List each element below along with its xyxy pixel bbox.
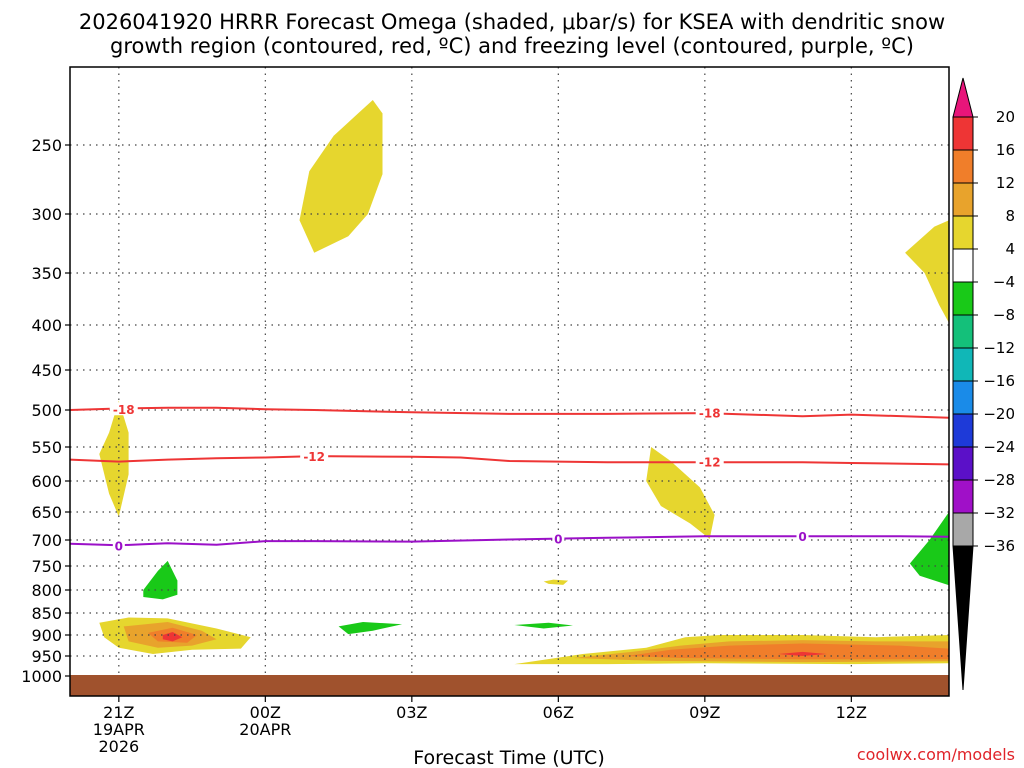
omega-shade-pos-12 bbox=[778, 651, 827, 656]
colorbar-top-arrow bbox=[952, 77, 974, 118]
x-axis-label: Forecast Time (UTC) bbox=[413, 747, 604, 768]
plot-area: -18 -18 -12 -12 0 0 0 bbox=[70, 67, 949, 696]
y-tick-label: 700 bbox=[31, 531, 62, 550]
x-tick-label: 19APR bbox=[93, 720, 145, 739]
omega-shade-pos-8 bbox=[162, 632, 183, 642]
y-tick-label: 550 bbox=[31, 438, 62, 457]
contour-label-bg bbox=[695, 454, 724, 468]
colorbar-label: 4 bbox=[1005, 240, 1015, 258]
contour-label: -18 bbox=[113, 403, 135, 417]
colorbar-label: −16 bbox=[983, 372, 1015, 390]
colorbar-segment--24 bbox=[952, 446, 974, 481]
contour-label-bg bbox=[109, 402, 138, 416]
colorbar-segment--4 bbox=[952, 281, 974, 316]
axes: 250 300 350 400 450 500 550 600 650 700 750 800 850 9… bbox=[21, 66, 950, 756]
contour-line-1 bbox=[70, 455, 949, 466]
colorbar-bottom-arrow bbox=[952, 545, 974, 691]
credit-link[interactable]: coolwx.com/models bbox=[857, 745, 1015, 764]
colorbar-segment-20 bbox=[952, 116, 974, 151]
y-tick-label: 800 bbox=[31, 581, 62, 600]
contour-label-bg bbox=[300, 449, 329, 463]
x-tick-label: 12Z bbox=[836, 703, 867, 722]
y-tick-label: 950 bbox=[31, 647, 62, 666]
omega-shade-neg-13 bbox=[143, 560, 178, 600]
omega-shade-neg-16 bbox=[909, 512, 949, 586]
plot-content: -18 -18 -12 -12 0 0 0 bbox=[70, 67, 949, 696]
colorbar-segment-16 bbox=[952, 149, 974, 184]
colorbar-label: −32 bbox=[983, 504, 1015, 522]
x-tick-label: 21Z bbox=[103, 703, 134, 722]
colorbar-label: 16 bbox=[996, 141, 1015, 159]
contour-line-0 bbox=[70, 406, 949, 419]
y-tick-label: 900 bbox=[31, 626, 62, 645]
colorbar-segment--12 bbox=[952, 347, 974, 382]
x-tick-label: 09Z bbox=[689, 703, 720, 722]
colorbar-label: −8 bbox=[993, 306, 1015, 324]
contour-label: 0 bbox=[554, 532, 562, 546]
x-tick-label: 00Z bbox=[250, 703, 281, 722]
contour-label-bg bbox=[112, 538, 125, 552]
contour-label: -12 bbox=[699, 456, 721, 470]
x-tick-label: 06Z bbox=[543, 703, 574, 722]
y-tick-label: 300 bbox=[31, 205, 62, 224]
contour-line-2 bbox=[70, 535, 949, 547]
omega-shade-pos-4 bbox=[543, 579, 569, 585]
y-tick-label: 650 bbox=[31, 503, 62, 522]
omega-shade-pos-1 bbox=[905, 220, 949, 323]
colorbar-segment--32 bbox=[952, 512, 974, 547]
y-tick-label: 850 bbox=[31, 604, 62, 623]
y-tick-label: 250 bbox=[31, 136, 62, 155]
colorbar-segment--8 bbox=[952, 314, 974, 349]
colorbar-label: 8 bbox=[1005, 207, 1015, 225]
colorbar-segment--16 bbox=[952, 380, 974, 415]
ground-band bbox=[70, 675, 949, 696]
colorbar-segment-4 bbox=[952, 248, 974, 283]
omega-shade-pos-0 bbox=[299, 100, 383, 253]
contour-label: -12 bbox=[303, 450, 325, 464]
colorbar-label: −28 bbox=[983, 471, 1015, 489]
y-tick-label: 600 bbox=[31, 472, 62, 491]
colorbar-label: −4 bbox=[993, 273, 1015, 291]
contour-label: -18 bbox=[699, 407, 721, 421]
contour-label: 0 bbox=[798, 530, 806, 544]
colorbar-label: −36 bbox=[983, 537, 1015, 555]
y-tick-label: 750 bbox=[31, 557, 62, 576]
x-tick-label: 03Z bbox=[396, 703, 427, 722]
colorbar-segment--20 bbox=[952, 413, 974, 448]
colorbar-segment-12 bbox=[952, 182, 974, 217]
y-tick-label: 350 bbox=[31, 264, 62, 283]
x-tick-label: 2026 bbox=[98, 737, 139, 756]
y-tick-label: 500 bbox=[31, 401, 62, 420]
contour-label: 0 bbox=[115, 539, 123, 553]
contour-label-bg bbox=[552, 531, 565, 545]
plot-frame bbox=[69, 66, 950, 697]
y-tick-label: 450 bbox=[31, 361, 62, 380]
omega-shade-neg-15 bbox=[514, 622, 573, 629]
omega-shade-pos-3 bbox=[646, 447, 715, 539]
y-tick-label: 400 bbox=[31, 316, 62, 335]
omega-shade-pos-11 bbox=[626, 643, 949, 660]
contour-label-bg bbox=[695, 405, 724, 419]
chart-title-line-1: 2026041920 HRRR Forecast Omega (shaded, … bbox=[79, 10, 945, 34]
colorbar-label: 12 bbox=[996, 174, 1015, 192]
colorbar-label: 20 bbox=[996, 108, 1015, 126]
y-tick-label: 1000 bbox=[21, 667, 62, 686]
colorbar-segment-8 bbox=[952, 215, 974, 250]
colorbar-label: −24 bbox=[983, 438, 1015, 456]
colorbar-label: −12 bbox=[983, 339, 1015, 357]
chart-title-line-2: growth region (contoured, red, ºC) and f… bbox=[110, 34, 914, 58]
contour-label-bg bbox=[796, 529, 809, 543]
omega-shade-pos-2 bbox=[99, 400, 129, 517]
colorbar-label: −20 bbox=[983, 405, 1015, 423]
colorbar: 20 16 12 8 4 −4 −8 −12 −16 −20 −24 −28 −32 −36 bbox=[952, 77, 1015, 691]
omega-shade-neg-14 bbox=[338, 622, 403, 635]
colorbar-segment--28 bbox=[952, 479, 974, 514]
x-tick-label: 20APR bbox=[239, 720, 291, 739]
